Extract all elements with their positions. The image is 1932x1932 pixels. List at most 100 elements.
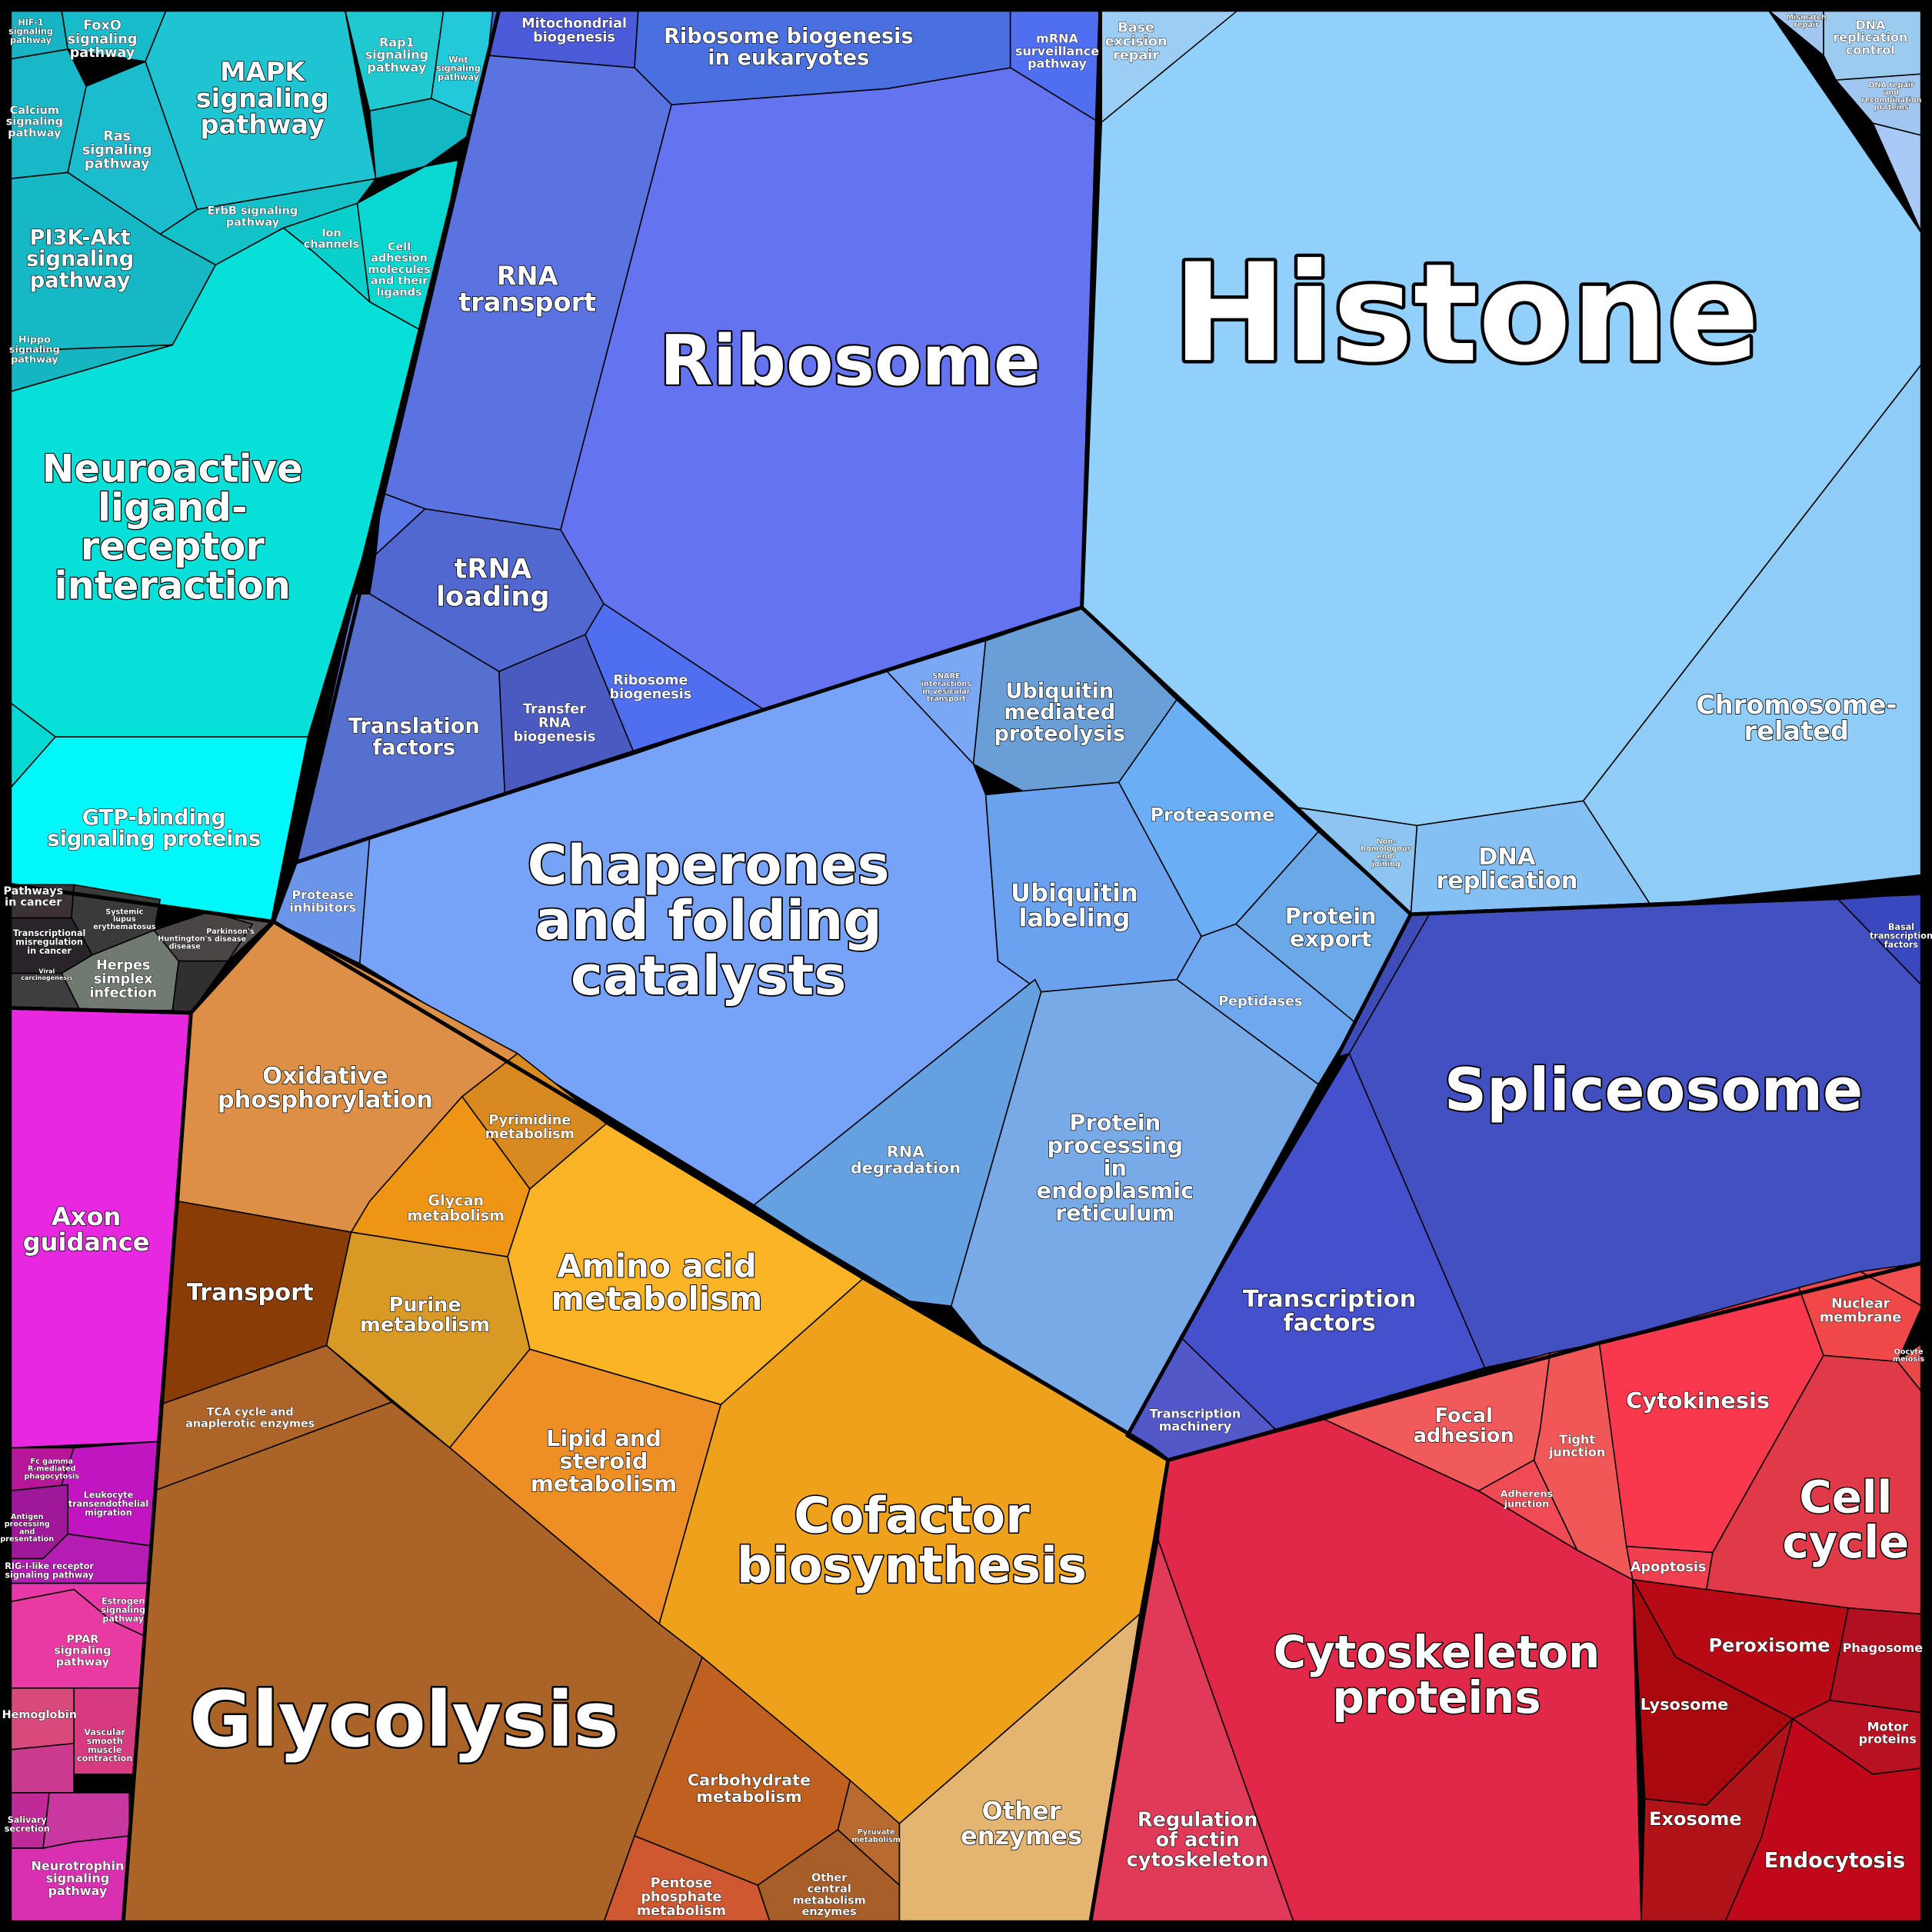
cell-label: Transcriptional: [13, 928, 85, 938]
cell-label: metabolism: [360, 1314, 490, 1337]
cell-label: guidance: [23, 1227, 150, 1257]
cell-label: enzymes: [961, 1821, 1082, 1850]
cell-label: signaling: [6, 116, 63, 128]
cell-label: Hippo: [18, 334, 51, 345]
cell-label: Lysosome: [1641, 1695, 1729, 1714]
cell-label: ligands: [377, 286, 422, 298]
cell-label: disease: [169, 942, 202, 951]
cell-label: pathway: [102, 1614, 144, 1624]
cell-label: Transcription: [1150, 1406, 1241, 1421]
cell-label: pathway: [30, 268, 131, 292]
cell-label: carcinogenesis: [21, 974, 73, 981]
cell-label: cytoskeleton: [1127, 1849, 1269, 1872]
cell-label: Ribosome biogenesis: [664, 25, 914, 48]
cell-label: adhesion: [371, 252, 428, 265]
cell-label: ligand-: [98, 485, 248, 530]
cell-label: Ras: [103, 128, 131, 144]
cell-label: biosynthesis: [737, 1538, 1087, 1595]
cell-label: export: [1290, 926, 1372, 952]
cell-label: and their: [371, 275, 428, 288]
cell-label: signaling: [196, 83, 329, 113]
cell-label: smooth: [87, 1736, 123, 1746]
cell-label: in cancer: [27, 946, 72, 956]
cell: [9, 1743, 75, 1794]
cell-label: Exosome: [1649, 1808, 1742, 1830]
cell-label: Estrogen: [102, 1596, 145, 1606]
cell-label: phosphate: [641, 1890, 721, 1905]
cell-label: pathway: [10, 35, 52, 45]
cell-label: PI3K-Akt: [30, 226, 131, 250]
cell-label: HIF-1: [18, 18, 44, 28]
cell-label: signaling: [82, 142, 152, 158]
cell-label: MAPK: [220, 57, 306, 87]
cell-label: Pentose: [651, 1876, 712, 1891]
cell-label: Chaperones: [528, 834, 890, 897]
cell-label: metabolism: [696, 1787, 801, 1806]
cell-label: Ribosome: [613, 673, 688, 688]
cell-label: and: [19, 1527, 35, 1536]
cell-label: signaling: [365, 48, 429, 62]
cell-label: Tight: [1559, 1432, 1595, 1447]
cell-label: migration: [85, 1508, 132, 1518]
cell-label: Chromosome-: [1696, 690, 1897, 720]
cell-label: and: [1884, 88, 1899, 97]
cell-label: Pathways: [3, 885, 63, 898]
cell-label: pathway: [11, 355, 58, 366]
cell-label: Proteasome: [1150, 804, 1274, 826]
cell-label: Regulation: [1138, 1808, 1258, 1831]
cell-label: Purine: [389, 1294, 461, 1317]
cell-label: endoplasmic: [1037, 1178, 1194, 1204]
cell-label: Transcription: [1243, 1286, 1416, 1313]
cell-label: Cofactor: [794, 1487, 1030, 1544]
cell-label: Other: [982, 1796, 1061, 1825]
cell-label: replication: [1833, 30, 1907, 45]
cell-label: Protein: [1069, 1110, 1161, 1136]
cells: [9, 9, 1923, 1923]
cell-label: repair: [1794, 21, 1819, 29]
cell-label: transport: [927, 695, 967, 704]
cell-label: anaplerotic enzymes: [185, 1417, 315, 1430]
cell-label: Glycolysis: [189, 1676, 618, 1764]
cell-label: loading: [436, 581, 550, 612]
cell-label: signaling: [26, 248, 134, 271]
cell-label: Calcium: [10, 105, 59, 117]
cell-label: Vascular: [84, 1727, 125, 1737]
cell-label: Lipid and: [546, 1425, 661, 1451]
cell-label: Oocyte: [1894, 1347, 1924, 1356]
cell-label: proteins: [1332, 1671, 1541, 1724]
cell-label: phosphorylation: [218, 1087, 433, 1114]
cell-label: biogenesis: [514, 729, 596, 744]
cell-label: metabolism: [793, 1894, 866, 1907]
cell-label: factors: [1884, 940, 1919, 950]
cell-label: in eukaryotes: [708, 46, 869, 70]
cell-label: Nuclear: [1831, 1297, 1890, 1312]
cell-label: mRNA: [1036, 31, 1078, 45]
cell-label: Viral: [38, 968, 55, 975]
cell-label: joining: [1371, 860, 1401, 868]
cell-label: metabolism: [551, 1280, 762, 1317]
cell-label: Rap1: [379, 35, 415, 49]
cell-label: Ubiquitin: [1005, 679, 1114, 703]
cell-label: signaling pathway: [5, 1570, 94, 1580]
cell-label: Ubiquitin: [1011, 878, 1138, 908]
cell-label: channels: [304, 238, 359, 251]
cell-label: catalysts: [571, 944, 846, 1008]
cell-label: Glycan: [428, 1191, 484, 1209]
cell-label: signaling proteins: [47, 828, 261, 851]
cell-label: signaling: [46, 1871, 110, 1886]
cell-label: recombination: [1861, 96, 1922, 105]
cell-label: FoxO: [83, 18, 122, 33]
cell-label: RNA: [538, 715, 571, 731]
cell-label: degradation: [851, 1159, 961, 1178]
cell-label: Mitochondrial: [521, 16, 627, 32]
cell-label: Carbohydrate: [688, 1771, 811, 1790]
cell-label: biogenesis: [533, 30, 615, 45]
cell-label: pathway: [48, 1884, 107, 1898]
cell-label: Basal: [1888, 922, 1914, 932]
cell-label: pathway: [70, 45, 135, 61]
cell-label: metabolism: [531, 1471, 677, 1497]
cell-label: receptor: [81, 525, 265, 569]
cell-label: metabolism: [851, 1836, 900, 1844]
